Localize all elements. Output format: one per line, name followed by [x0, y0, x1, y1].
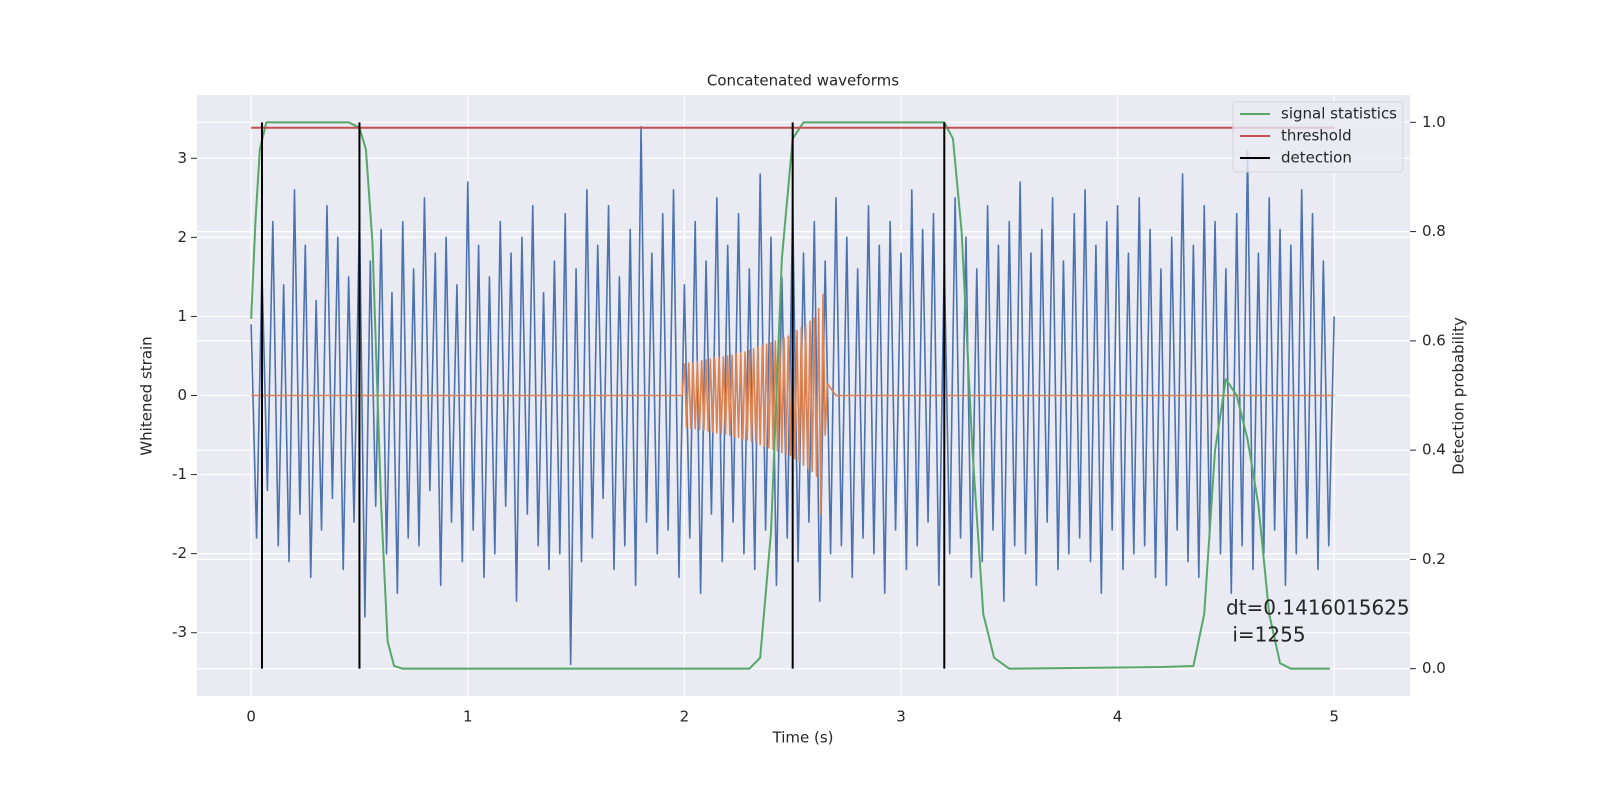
x-tick-label: 1 — [463, 708, 473, 726]
x-tick-label: 5 — [1329, 708, 1339, 726]
x-tick-label: 0 — [246, 708, 256, 726]
y-tick-label: 0 — [177, 386, 187, 404]
x-axis-label: Time (s) — [772, 729, 834, 747]
legend-label: detection — [1281, 149, 1352, 167]
annotation: i=1255 — [1226, 623, 1306, 647]
x-tick-label: 4 — [1113, 708, 1123, 726]
x-tick-label: 3 — [896, 708, 906, 726]
legend: signal statistics threshold detection — [1232, 101, 1404, 173]
y2-tick-label: 1.0 — [1422, 113, 1446, 131]
marks — [250, 121, 1335, 670]
y2-tick-label: 0.0 — [1422, 659, 1446, 677]
y2-axis-label: Detection probability — [1450, 317, 1468, 475]
ticks: 0 1 2 3 4 5 -3 -2 -1 0 1 2 3 0.0 0.2 0.4 0.6 0.8 1.0 — [172, 113, 1446, 726]
y2-tick-label: 0.2 — [1422, 550, 1446, 568]
chart-title: Concatenated waveforms — [707, 72, 899, 90]
y-tick-label: 1 — [177, 307, 187, 325]
y2-tick-label: 0.4 — [1422, 441, 1446, 459]
y2-tick-label: 0.8 — [1422, 222, 1446, 240]
y-axis-label: Whitened strain — [138, 336, 156, 455]
y2-tick-label: 0.6 — [1422, 331, 1446, 349]
y-tick-label: -2 — [172, 544, 187, 562]
y-tick-label: 2 — [177, 228, 187, 246]
x-tick-label: 2 — [680, 708, 690, 726]
series-line — [251, 293, 1335, 515]
y-tick-label: -1 — [172, 465, 187, 483]
legend-box — [1232, 101, 1404, 173]
annotation: dt=0.1416015625 — [1226, 596, 1410, 620]
y-tick-label: 3 — [177, 149, 187, 167]
legend-label: signal statistics — [1281, 105, 1397, 123]
legend-label: threshold — [1281, 127, 1352, 145]
y-tick-label: -3 — [172, 623, 187, 641]
